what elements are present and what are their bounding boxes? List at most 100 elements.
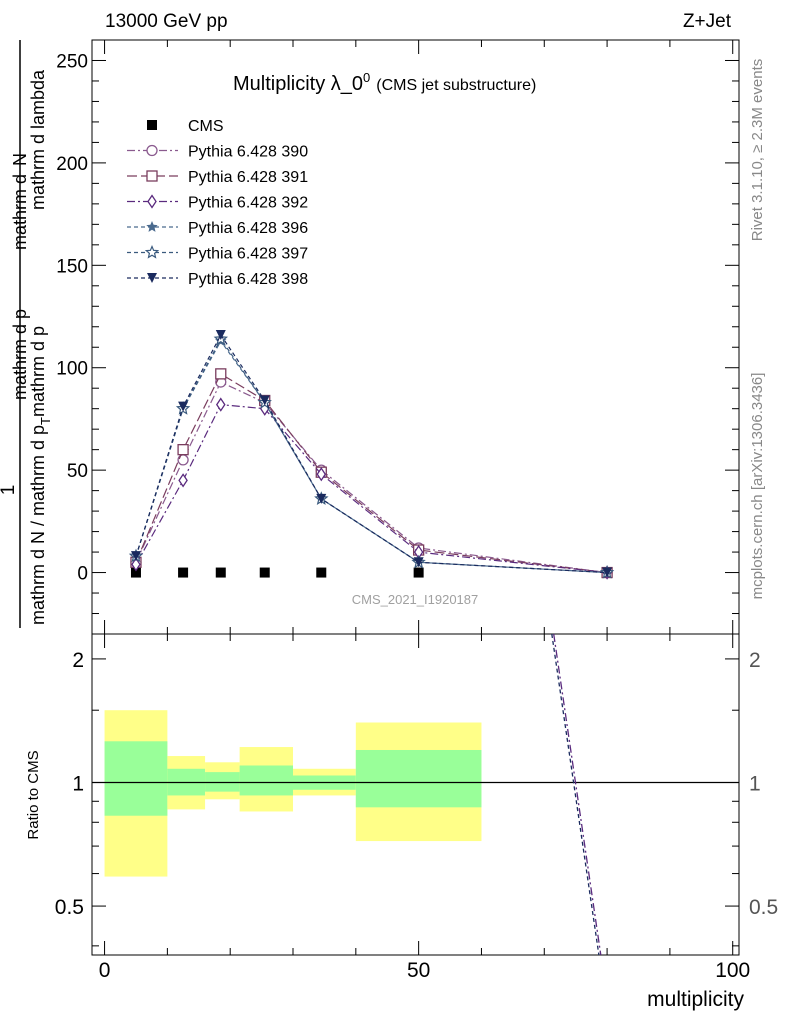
data-point: [178, 473, 188, 488]
energy-label: 13000 GeV pp: [105, 11, 228, 32]
legend-entry: Pythia 6.428 396: [127, 220, 308, 237]
data-point: [178, 567, 189, 578]
ratio-axis-ticks: 0.5 0.5 1 1 2 2 0 50 100: [55, 634, 778, 982]
series-cms: [130, 567, 424, 578]
main-plot-title: Multiplicity λ_00 (CMS jet substructure): [233, 70, 536, 95]
legend-label: Pythia 6.428 392: [188, 195, 308, 212]
ratio-lines-layer: [551, 633, 602, 956]
data-point: [130, 567, 141, 578]
legend-entry: Pythia 6.428 398: [127, 271, 308, 288]
data-point: [602, 567, 613, 578]
series-line: [135, 403, 608, 574]
uncertainty-band-green: [205, 772, 240, 792]
series-line: [135, 337, 608, 574]
data-point: [259, 567, 270, 578]
ratio-bands-layer: [92, 710, 739, 877]
main-ytick-label: 100: [56, 359, 88, 380]
legend-label: CMS: [188, 118, 224, 135]
title-text: Multiplicity λ_0: [233, 73, 363, 95]
ratio-ytick-label-right: 2: [749, 649, 761, 672]
data-point: [413, 567, 424, 578]
data-point: [146, 144, 158, 157]
ratio-ytick-label: 0.5: [55, 896, 84, 919]
legend-entry: CMS: [147, 118, 224, 135]
ylabel-den-subscript: T: [38, 417, 53, 425]
data-point: [146, 221, 158, 232]
legend-entry: Pythia 6.428 397: [127, 244, 308, 263]
series-pythia-6: [130, 329, 613, 578]
xtick-label: 0: [99, 959, 111, 982]
title-subtitle: (CMS jet substructure): [376, 77, 536, 94]
legend-entry: Pythia 6.428 391: [127, 169, 308, 186]
legend-entry: Pythia 6.428 390: [127, 144, 308, 161]
main-ytick-label: 250: [56, 51, 88, 72]
title-superscript: 0: [363, 70, 370, 85]
mcplots-label: mcplots.cern.ch [arXiv:1306.3436]: [749, 373, 766, 600]
legend: CMS Pythia 6.428 390 Pythia 6.428 391 Pythi…: [127, 118, 308, 288]
data-point: [215, 368, 227, 380]
uncertainty-band-green: [104, 741, 168, 816]
main-ytick-label: 150: [56, 256, 88, 277]
data-point: [215, 397, 226, 412]
series-pythia-1: [130, 376, 613, 579]
ratio-y-axis-title: Ratio to CMS: [25, 750, 42, 839]
series-pythia-2: [130, 368, 613, 579]
ratio-ytick-label: 1: [72, 772, 84, 795]
main-y-axis-title: 1 mathrm d N / mathrm d pTmathrm d p mat…: [0, 40, 53, 628]
data-point: [178, 401, 189, 412]
ratio-ytick-label: 2: [72, 649, 84, 672]
series-line: [135, 373, 608, 574]
ratio-series-line: [553, 633, 602, 956]
data-point: [147, 120, 157, 130]
ylabel-denominator: mathrm d N / mathrm d pTmathrm d p: [28, 326, 53, 625]
data-point: [177, 444, 189, 456]
ratio-ytick-label-right: 0.5: [749, 896, 778, 919]
ylabel-den-lambda: mathrm d lambda: [28, 69, 48, 210]
ratio-ytick-label-right: 1: [749, 772, 761, 795]
data-point: [316, 493, 327, 504]
data-point: [215, 567, 226, 578]
ylabel-den-part2: mathrm d p: [28, 326, 48, 417]
data-point: [316, 467, 327, 482]
legend-label: Pythia 6.428 398: [188, 271, 308, 288]
ratio-series-line: [551, 633, 600, 956]
analysis-watermark: CMS_2021_I1920187: [352, 592, 479, 607]
legend-entry: Pythia 6.428 392: [127, 194, 308, 212]
main-ytick-label: 0: [77, 564, 88, 585]
rivet-label: Rivet 3.1.10, ≥ 2.3M events: [749, 59, 766, 242]
data-point: [147, 273, 157, 283]
data-point: [146, 170, 158, 182]
main-axis-ticks: 0 50 100 150 200 250: [56, 39, 739, 635]
uncertainty-band-green: [355, 749, 482, 808]
data-point: [316, 567, 327, 578]
main-ytick-label: 200: [56, 154, 88, 175]
series-line: [135, 339, 608, 574]
ylabel-num-d: mathrm d: [10, 174, 30, 250]
series-pythia-3: [131, 397, 612, 580]
legend-label: Pythia 6.428 391: [188, 169, 308, 186]
main-series-layer: [128, 329, 615, 580]
x-axis-title: multiplicity: [647, 988, 744, 1011]
ylabel-den-small: mathrm d p: [10, 309, 30, 400]
series-line: [135, 333, 608, 574]
xtick-label: 50: [407, 959, 430, 982]
uncertainty-band-green: [239, 765, 294, 796]
data-point: [259, 395, 270, 406]
data-point: [413, 557, 424, 568]
xtick-label: 100: [715, 959, 750, 982]
ratio-plot-frame: [91, 633, 740, 956]
data-point: [147, 194, 157, 209]
ylabel-numerator: 1: [0, 485, 19, 496]
legend-label: Pythia 6.428 390: [188, 144, 308, 161]
ylabel-num-n: N: [10, 153, 30, 166]
legend-label: Pythia 6.428 396: [188, 220, 308, 237]
main-ytick-label: 50: [67, 461, 88, 482]
data-point: [130, 551, 141, 562]
data-point: [215, 329, 226, 340]
legend-label: Pythia 6.428 397: [188, 246, 308, 263]
data-point: [177, 454, 189, 466]
data-point: [131, 557, 141, 572]
process-label: Z+Jet: [683, 11, 732, 32]
series-line: [135, 381, 608, 574]
